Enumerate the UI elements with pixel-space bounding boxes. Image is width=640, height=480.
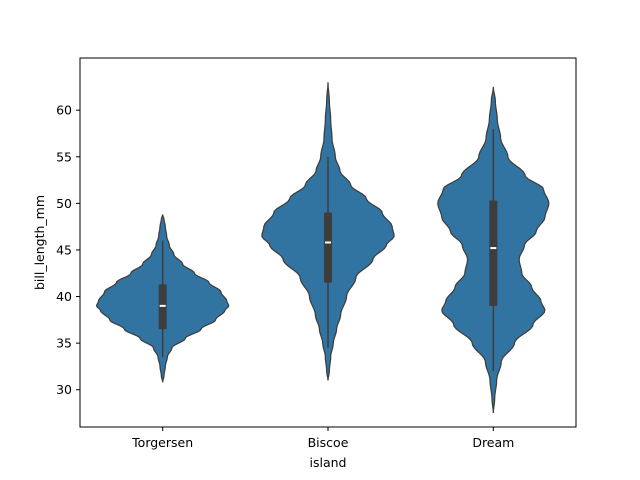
violins-layer xyxy=(95,82,550,414)
y-axis: 30 35 40 45 50 55 60 xyxy=(56,103,80,397)
y-tick-label-55: 55 xyxy=(56,149,72,164)
iqr-box-biscoe xyxy=(324,212,332,283)
y-tick-label-50: 50 xyxy=(56,196,72,211)
median-marker-biscoe xyxy=(325,241,331,244)
y-tick-label-30: 30 xyxy=(56,382,72,397)
median-marker-dream xyxy=(490,247,497,250)
y-tick-label-45: 45 xyxy=(56,242,72,257)
x-axis-label: island xyxy=(310,455,347,470)
x-axis: Torgersen Biscoe Dream xyxy=(131,427,514,450)
y-tick-label-60: 60 xyxy=(56,103,72,118)
y-axis-label: bill_length_mm xyxy=(32,195,47,290)
x-tick-label-torgersen: Torgersen xyxy=(131,435,193,450)
median-marker-torgersen xyxy=(159,304,166,307)
x-tick-label-dream: Dream xyxy=(472,435,514,450)
y-tick-label-35: 35 xyxy=(56,336,72,351)
x-tick-label-biscoe: Biscoe xyxy=(308,435,349,450)
y-tick-label-40: 40 xyxy=(56,289,72,304)
iqr-box-dream xyxy=(489,200,498,306)
